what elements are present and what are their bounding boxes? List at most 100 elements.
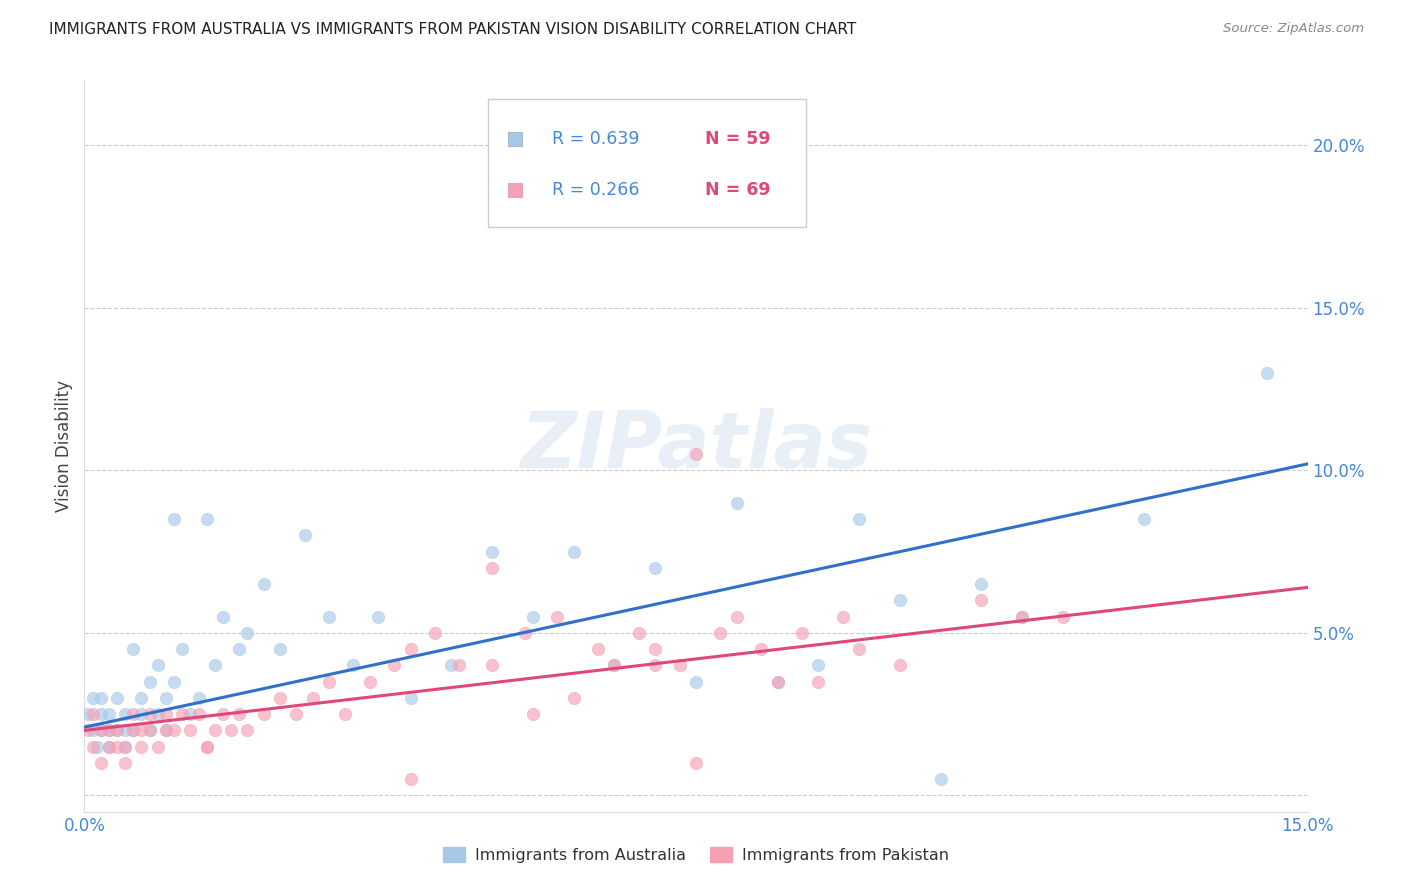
Point — [138, 674, 160, 689]
Point — [90, 756, 112, 770]
Point — [1256, 366, 1278, 380]
Point — [481, 561, 503, 575]
Text: N = 59: N = 59 — [704, 130, 770, 148]
Point — [204, 723, 226, 738]
Point — [970, 577, 993, 591]
Point — [1052, 609, 1074, 624]
Point — [603, 658, 626, 673]
Point — [77, 723, 100, 738]
Point — [831, 609, 853, 624]
Point — [105, 723, 128, 738]
Point — [212, 609, 235, 624]
Point — [399, 772, 422, 787]
Point — [179, 707, 201, 722]
Point — [522, 707, 544, 722]
Text: IMMIGRANTS FROM AUSTRALIA VS IMMIGRANTS FROM PAKISTAN VISION DISABILITY CORRELAT: IMMIGRANTS FROM AUSTRALIA VS IMMIGRANTS … — [49, 22, 856, 37]
Point — [359, 674, 381, 689]
Point — [97, 739, 120, 754]
Point — [685, 674, 707, 689]
Point — [294, 528, 316, 542]
Point — [318, 609, 340, 624]
Point — [105, 690, 128, 705]
Text: R = 0.639: R = 0.639 — [551, 130, 640, 148]
Point — [236, 723, 259, 738]
Point — [668, 658, 690, 673]
Point — [440, 658, 463, 673]
Y-axis label: Vision Disability: Vision Disability — [55, 380, 73, 512]
Point — [269, 642, 291, 657]
Text: Source: ZipAtlas.com: Source: ZipAtlas.com — [1223, 22, 1364, 36]
Point — [603, 658, 626, 673]
Point — [114, 707, 136, 722]
Point — [82, 723, 104, 738]
Point — [807, 674, 830, 689]
Point — [97, 723, 120, 738]
Point — [131, 707, 153, 722]
Point — [228, 707, 250, 722]
Point — [228, 642, 250, 657]
Point — [562, 690, 585, 705]
Point — [481, 544, 503, 558]
Point — [749, 642, 772, 657]
Point — [138, 707, 160, 722]
Point — [97, 739, 120, 754]
Point — [187, 690, 209, 705]
Point — [807, 658, 830, 673]
Point — [301, 690, 323, 705]
Point — [889, 593, 911, 607]
Point — [285, 707, 308, 722]
Point — [399, 642, 422, 657]
Point — [335, 707, 357, 722]
Point — [970, 593, 993, 607]
Point — [586, 642, 609, 657]
Text: R = 0.266: R = 0.266 — [551, 181, 640, 199]
Point — [342, 658, 364, 673]
Point — [105, 739, 128, 754]
Point — [163, 723, 186, 738]
Point — [131, 723, 153, 738]
Point — [562, 544, 585, 558]
Point — [114, 723, 136, 738]
Point — [195, 739, 218, 754]
Point — [725, 609, 748, 624]
Point — [253, 707, 276, 722]
Point — [155, 723, 177, 738]
Point — [179, 723, 201, 738]
Point — [253, 577, 276, 591]
Point — [155, 707, 177, 722]
Point — [90, 690, 112, 705]
Point — [114, 739, 136, 754]
Point — [122, 723, 145, 738]
Point — [114, 756, 136, 770]
Point — [481, 658, 503, 673]
Point — [122, 723, 145, 738]
Point — [77, 707, 100, 722]
Point — [131, 690, 153, 705]
Point — [163, 674, 186, 689]
FancyBboxPatch shape — [488, 99, 806, 227]
Point — [889, 658, 911, 673]
Point — [627, 626, 650, 640]
Point — [146, 707, 169, 722]
Point — [1011, 609, 1033, 624]
Point — [82, 690, 104, 705]
Point — [1133, 512, 1156, 526]
Point — [513, 626, 536, 640]
Text: ZIPatlas: ZIPatlas — [520, 408, 872, 484]
Point — [172, 707, 194, 722]
Point — [644, 658, 666, 673]
Point — [725, 496, 748, 510]
Legend: Immigrants from Australia, Immigrants from Pakistan: Immigrants from Australia, Immigrants fr… — [437, 840, 955, 870]
Point — [204, 658, 226, 673]
Point — [367, 609, 389, 624]
Point — [122, 707, 145, 722]
Point — [644, 561, 666, 575]
Point — [195, 512, 218, 526]
Point — [644, 642, 666, 657]
Point — [848, 512, 870, 526]
Point — [155, 723, 177, 738]
Point — [766, 674, 789, 689]
Point — [86, 739, 108, 754]
Point — [685, 447, 707, 461]
Point — [138, 723, 160, 738]
